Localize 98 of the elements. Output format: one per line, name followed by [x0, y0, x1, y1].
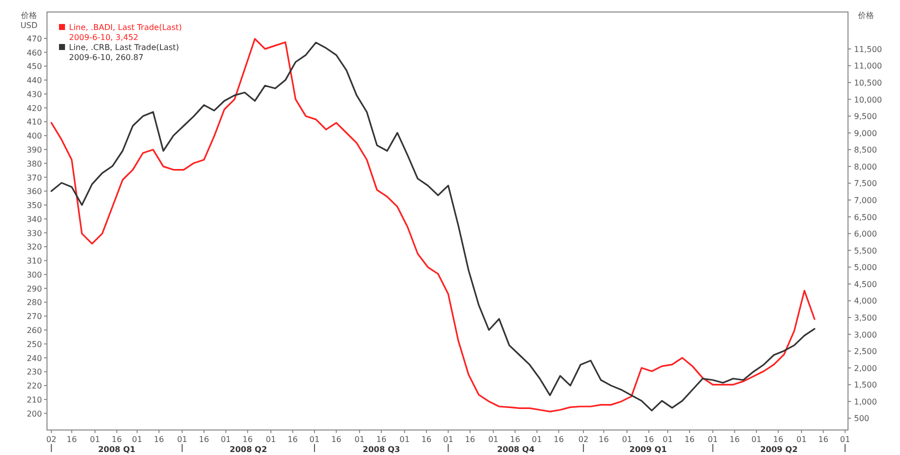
x-tick-label: 16: [331, 435, 342, 444]
y-tick-label: 330: [26, 228, 42, 238]
y2-tick-label: 6,500: [854, 212, 877, 222]
y-tick-label: 400: [26, 132, 42, 141]
y2-tick-label: 7,000: [854, 196, 877, 206]
x-tick-label: 01: [708, 435, 718, 444]
x-tick-label: 01: [354, 435, 365, 444]
y2-tick-label: 4,500: [854, 280, 877, 289]
y-tick-label: 320: [26, 242, 42, 252]
x-tick-label: 01: [751, 435, 762, 444]
x-tick-label: 02: [578, 435, 589, 444]
y-tick-label: 210: [26, 395, 42, 404]
y-tick-label: 410: [26, 118, 42, 127]
x-tick-label: 16: [376, 435, 386, 444]
y-tick-label: 450: [26, 62, 42, 72]
y-tick-label: 300: [26, 270, 42, 280]
y2-tick-label: 1,500: [854, 380, 877, 390]
y-tick-label: 290: [26, 284, 42, 294]
x-tick-label: 01: [400, 435, 410, 444]
y2-tick-label: 5,000: [854, 263, 877, 272]
x-tick-label: 01: [90, 435, 100, 444]
y-tick-label: 390: [26, 145, 42, 154]
y-axis-title: 价格 USD: [20, 11, 38, 30]
x-tick-label: 16: [66, 435, 77, 444]
y-tick-label: 260: [26, 326, 42, 336]
x-tick-label: 01: [132, 435, 142, 444]
x-tick-label: 16: [421, 435, 432, 444]
y2-tick-label: 8,500: [854, 146, 877, 155]
y-tick-label: 240: [26, 354, 42, 363]
y2-tick-label: 2,000: [854, 364, 877, 373]
y-tick-label: 440: [26, 76, 42, 86]
x-tick-label: 16: [773, 435, 784, 444]
y-tick-label: 460: [26, 48, 42, 58]
y-tick-label: 230: [26, 368, 42, 377]
y-tick-label: 250: [26, 340, 42, 349]
x-tick-label: 01: [796, 435, 807, 444]
text: 2008 Q3: [362, 445, 400, 454]
y2-tick-label: 3,500: [854, 314, 877, 323]
y2-tick-label: 6,000: [854, 230, 877, 239]
x-tick-label: 16: [554, 435, 564, 444]
y2-tick-label: 3,000: [854, 330, 877, 340]
y-tick-label: 340: [26, 214, 42, 224]
y2-tick-label: 500: [854, 414, 870, 424]
y-tick-label: 370: [26, 173, 42, 182]
text: 2008 Q4: [497, 445, 535, 454]
y-tick-label: 280: [26, 298, 42, 308]
x-tick-label: 01: [177, 435, 188, 444]
y2-tick-label: 9,000: [854, 128, 877, 138]
x-tick-label: 01: [266, 435, 276, 444]
y-tick-label: 350: [26, 201, 42, 210]
y2-tick-label: 1,000: [854, 397, 877, 406]
y2-tick-label: 7,500: [854, 179, 877, 188]
x-tick-label: 01: [443, 435, 454, 444]
y2-axis-title: 价格: [857, 11, 874, 20]
x-tick-label: 01: [488, 435, 498, 444]
x-tick-label: 16: [288, 435, 298, 444]
legend-label: Line, .CRB, Last Trade(Last) 2009-6-10, 260.87: [69, 43, 180, 62]
x-tick-label: 16: [198, 435, 210, 444]
y2-tick-label: 8,000: [854, 162, 877, 172]
x-tick-label: 01: [622, 435, 632, 444]
x-tick-label: 16: [598, 435, 609, 444]
y-tick-label: 220: [26, 382, 42, 391]
y-tick-label: 270: [26, 312, 42, 322]
y-tick-label: 380: [26, 159, 42, 168]
x-tick-label: 01: [532, 435, 542, 444]
x-tick-label: 16: [510, 435, 520, 444]
x-tick-label: 16: [684, 435, 695, 444]
x-tick-label: 01: [309, 435, 320, 444]
x-tick-label: 16: [464, 435, 476, 444]
x-tick-label: 16: [242, 435, 253, 444]
x-tick-label: 01: [840, 435, 850, 444]
legend-label: Line, .BADI, Last Trade(Last) 2009-6-10, 3,452: [69, 23, 182, 42]
text: 2008 Q1: [98, 445, 136, 454]
x-tick-label: 16: [154, 435, 164, 444]
y2-tick-label: 11,500: [854, 44, 882, 54]
x-tick-label: 16: [730, 435, 740, 444]
text: 2009 Q1: [629, 445, 668, 454]
x-tick-label: 02: [46, 435, 56, 444]
y-tick-label: 430: [26, 90, 42, 99]
x-tick-label: 01: [220, 435, 231, 444]
x-tick-label: 01: [662, 435, 673, 444]
y2-tick-label: 10,500: [854, 78, 882, 88]
y-tick-label: 420: [26, 104, 42, 113]
y2-tick-label: 4,000: [854, 296, 877, 306]
y2-tick-label: 11,000: [854, 62, 882, 71]
text: 2008 Q2: [230, 445, 268, 454]
y2-tick-label: 2,500: [854, 347, 877, 356]
x-tick-label: 16: [818, 435, 828, 444]
x-tick-label: 16: [112, 435, 122, 444]
y-tick-label: 310: [26, 256, 42, 266]
y2-tick-label: 5,500: [854, 246, 877, 256]
y-tick-label: 470: [26, 34, 42, 44]
y-tick-label: 200: [26, 409, 42, 418]
y-tick-label: 360: [26, 187, 42, 196]
y2-tick-label: 9,500: [854, 112, 877, 122]
x-tick-label: 16: [644, 435, 654, 444]
text: 2009 Q2: [760, 445, 798, 454]
y2-tick-label: 10,000: [854, 95, 882, 104]
